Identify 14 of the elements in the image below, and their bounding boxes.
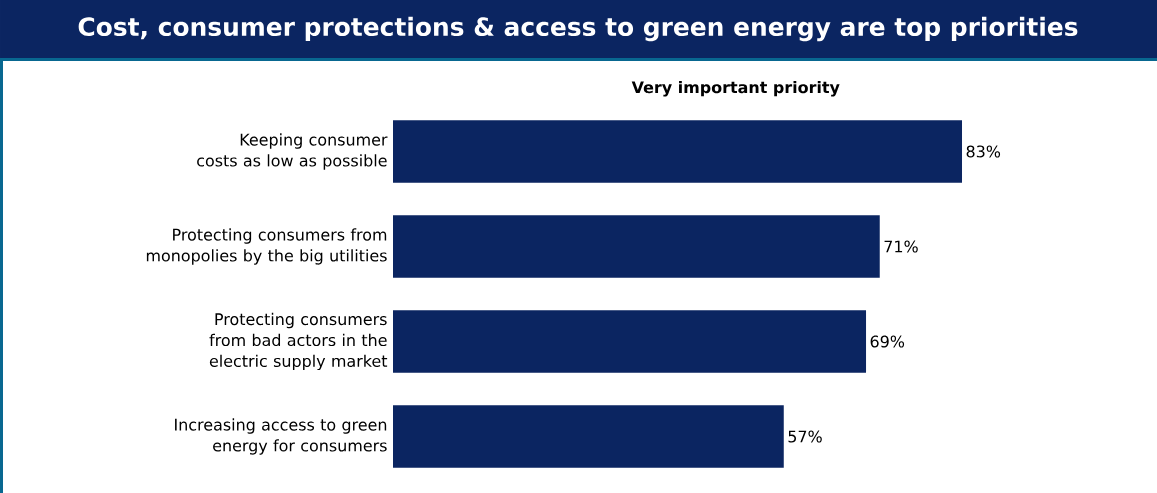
y-tick-label: Protecting consumers from monopolies by the big utilities (146, 228, 387, 265)
chart-subtitle: Very important priority (631, 80, 840, 97)
data-label: 71% (884, 240, 918, 253)
bar (393, 310, 867, 373)
bar (393, 405, 784, 468)
y-tick-label: Keeping consumer costs as low as possible (197, 133, 388, 170)
y-tick-label: Increasing access to green energy for consumers (175, 418, 387, 455)
y-tick-label: Protecting consumers from bad actors in the electric supply market (209, 312, 388, 371)
bar (393, 215, 880, 278)
data-label: 83% (966, 145, 1001, 158)
data-label: 69% (870, 335, 905, 348)
data-label: 57% (788, 430, 822, 443)
bar (393, 120, 963, 183)
chart-title: Cost, consumer protections & access to green energy are top priorities (78, 16, 1078, 42)
